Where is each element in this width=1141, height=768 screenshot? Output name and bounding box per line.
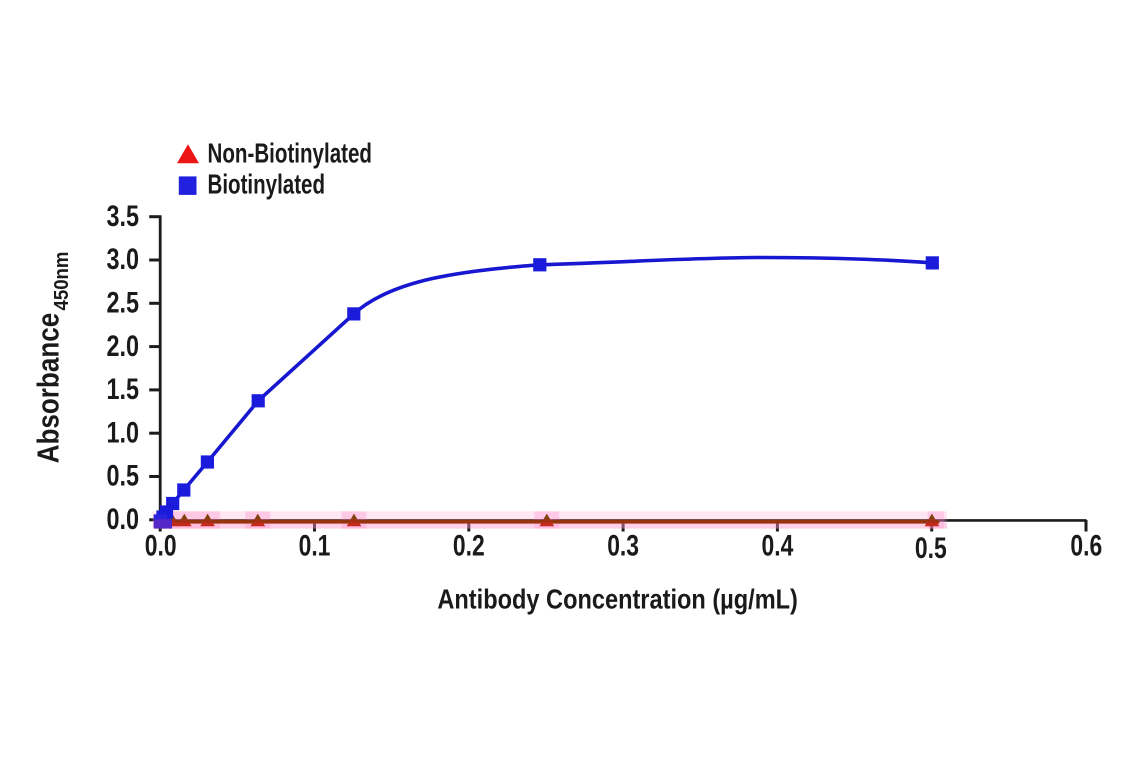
svg-text:Biotinylated: Biotinylated [208, 169, 326, 200]
svg-text:1.5: 1.5 [107, 373, 140, 406]
svg-text:0.6: 0.6 [1070, 530, 1102, 563]
svg-text:0.0: 0.0 [107, 503, 140, 536]
svg-text:2.5: 2.5 [107, 287, 140, 320]
svg-text:0.3: 0.3 [607, 530, 639, 563]
svg-text:0.4: 0.4 [762, 530, 794, 563]
svg-text:3.0: 3.0 [107, 243, 140, 276]
svg-text:Non-Biotinylated: Non-Biotinylated [208, 138, 373, 169]
svg-text:0.2: 0.2 [453, 530, 485, 563]
svg-text:3.5: 3.5 [107, 200, 140, 233]
svg-text:2.0: 2.0 [107, 330, 140, 363]
svg-text:Antibody Concentration (µg/mL): Antibody Concentration (µg/mL) [437, 583, 798, 614]
svg-text:0.1: 0.1 [299, 530, 331, 563]
svg-text:450nm: 450nm [50, 252, 73, 311]
svg-text:0.5: 0.5 [915, 532, 947, 565]
svg-text:0.0: 0.0 [145, 530, 177, 563]
svg-text:1.0: 1.0 [107, 416, 140, 449]
svg-text:0.5: 0.5 [107, 460, 140, 493]
svg-text:Absorbance: Absorbance [31, 313, 66, 464]
